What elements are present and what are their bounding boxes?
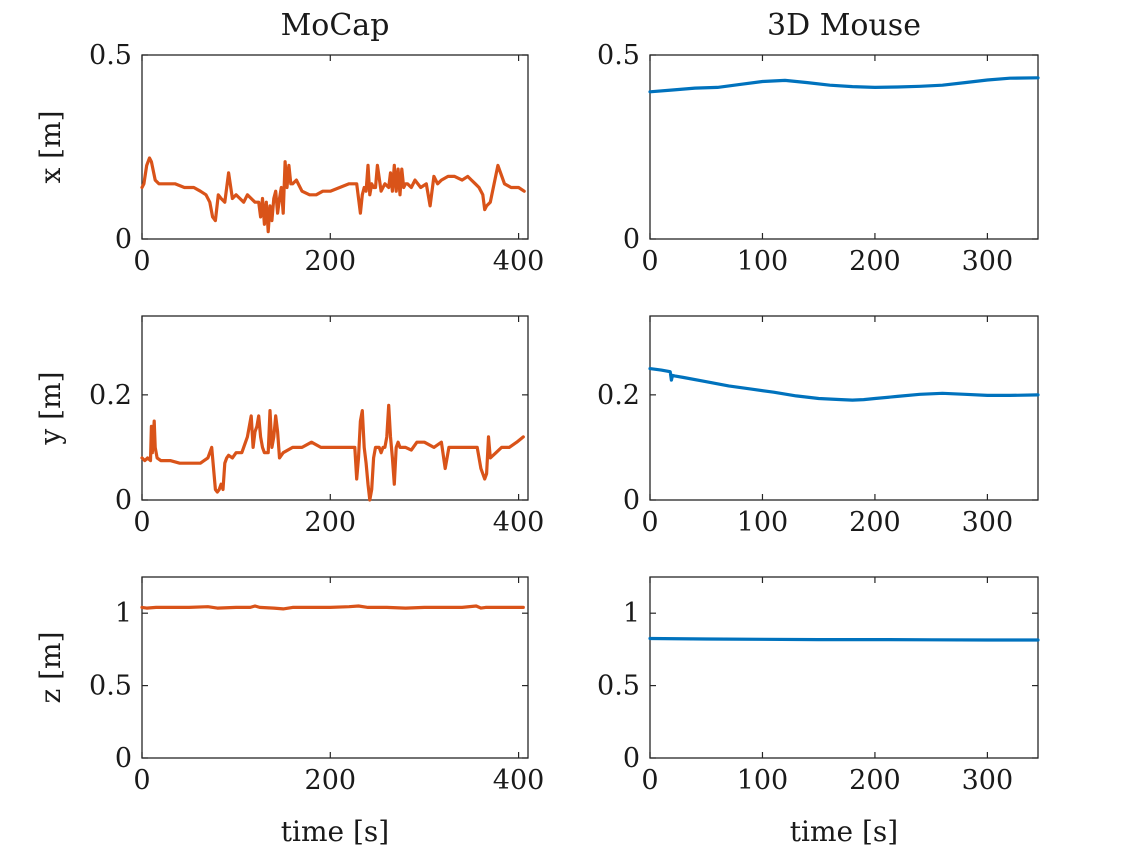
y-tick-label: 0	[115, 485, 132, 516]
x-tick-label: 0	[133, 246, 150, 277]
y-tick-label: 0.5	[89, 671, 132, 702]
x-tick-label: 400	[493, 765, 545, 796]
y-tick-label: 0	[623, 485, 640, 516]
y-tick-label: 1	[623, 598, 640, 629]
y-tick-label: 0	[115, 743, 132, 774]
x-tick-label: 200	[849, 765, 901, 796]
panel-mouse-x: 0 100 200 300 0 0.5 3D Mouse	[597, 8, 1040, 277]
column-title: 3D Mouse	[767, 8, 921, 43]
axes-frame	[141, 54, 529, 240]
x-tick-label: 0	[133, 507, 150, 538]
column-title: MoCap	[281, 8, 390, 43]
y-tick-label: 0	[623, 743, 640, 774]
x-tick-label: 400	[493, 507, 545, 538]
x-axis-label: time [s]	[281, 815, 389, 848]
axes-frame	[141, 576, 529, 759]
y-tick-label: 0.5	[89, 40, 132, 71]
y-tick-label: 0.5	[597, 40, 640, 71]
y-axis-label: y [m]	[34, 371, 67, 445]
y-tick-label: 1	[115, 598, 132, 629]
x-tick-label: 400	[493, 246, 545, 277]
x-tick-label: 200	[305, 765, 357, 796]
y-tick-label: 0.2	[597, 380, 640, 411]
x-tick-label: 100	[737, 507, 789, 538]
x-tick-label: 200	[305, 507, 357, 538]
x-tick-label: 300	[962, 765, 1014, 796]
y-tick-label: 0.5	[597, 671, 640, 702]
x-tick-label: 100	[737, 246, 789, 277]
axes-frame	[649, 576, 1039, 759]
panel-mocap-z: 0 200 400 0 0.5 1 z [m] time [s]	[34, 576, 545, 848]
x-tick-label: 200	[849, 507, 901, 538]
x-tick-label: 0	[641, 246, 658, 277]
panel-mouse-z: 0 100 200 300 0 0.5 1 time [s]	[597, 576, 1040, 848]
x-tick-label: 200	[849, 246, 901, 277]
series-line-mouse	[648, 636, 1040, 642]
panel-mocap-y: 0 200 400 0 0.2 y [m]	[34, 315, 545, 538]
y-axis-label: z [m]	[34, 631, 67, 703]
y-tick-label: 0	[115, 224, 132, 255]
series-line-mouse	[648, 367, 1040, 402]
axes-frame	[649, 315, 1039, 501]
panel-mouse-y: 0 100 200 300 0 0.2	[597, 315, 1040, 538]
x-tick-label: 300	[962, 246, 1014, 277]
axes-frame	[649, 54, 1039, 240]
panel-mocap-x: 0 200 400 0 0.5 MoCap x [m]	[34, 8, 544, 277]
series-line-mocap	[140, 604, 525, 611]
x-axis-label: time [s]	[790, 815, 898, 848]
series-line-mocap	[140, 403, 525, 502]
y-axis-label: x [m]	[34, 110, 67, 183]
series-line-mocap	[140, 156, 526, 234]
x-tick-label: 300	[962, 507, 1014, 538]
axes-frame	[141, 315, 529, 501]
x-tick-label: 100	[737, 765, 789, 796]
x-tick-label: 0	[641, 507, 658, 538]
series-line-mouse	[648, 76, 1040, 94]
y-tick-label: 0.2	[89, 380, 132, 411]
y-tick-label: 0	[623, 224, 640, 255]
x-tick-label: 0	[133, 765, 150, 796]
x-tick-label: 0	[641, 765, 658, 796]
x-tick-label: 200	[305, 246, 357, 277]
